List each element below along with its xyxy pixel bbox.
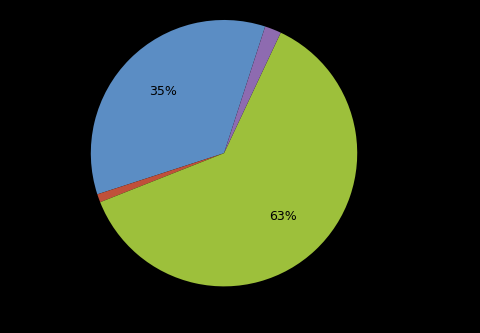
Wedge shape: [91, 20, 265, 194]
Wedge shape: [224, 27, 281, 153]
Text: 63%: 63%: [269, 210, 297, 223]
Wedge shape: [97, 153, 224, 202]
Text: 35%: 35%: [149, 86, 177, 99]
Wedge shape: [100, 33, 357, 286]
